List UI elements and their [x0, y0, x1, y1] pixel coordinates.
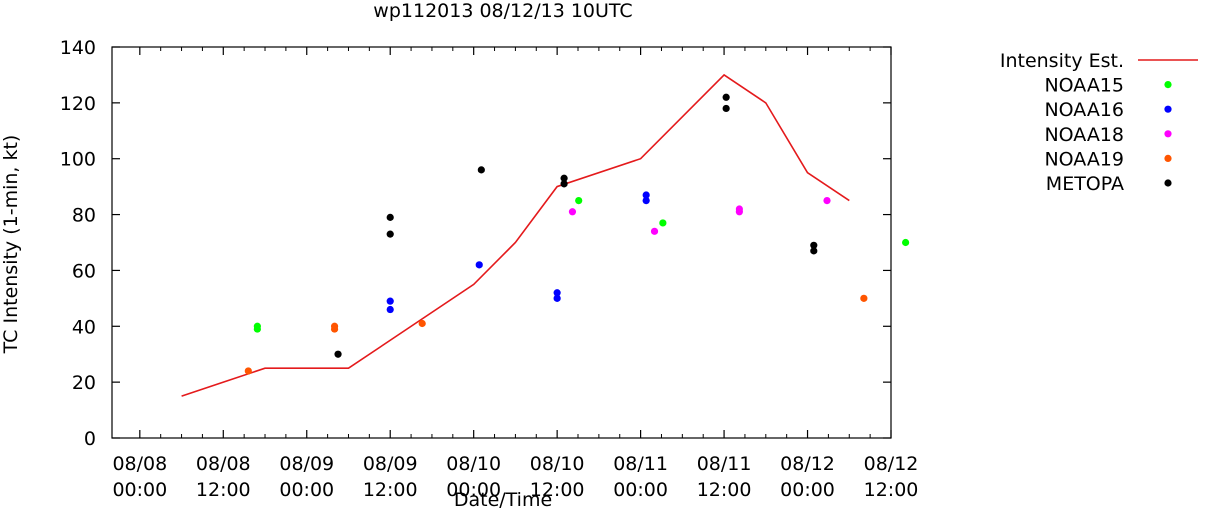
- metopa-point: [560, 174, 568, 182]
- y-axis: 0 20 40 60 80 100 120 140: [60, 37, 891, 450]
- legend-swatch-metopa: [1164, 179, 1172, 187]
- noaa19-point: [860, 294, 868, 302]
- intensity-estimate-line: [181, 73, 850, 397]
- x-tick-label-date: 08/09: [279, 453, 334, 475]
- noaa16-point: [642, 191, 650, 199]
- x-tick-label-time: 12:00: [697, 479, 752, 501]
- noaa16-point: [553, 289, 561, 297]
- x-tick-label-date: 08/08: [112, 453, 167, 475]
- y-tick-label: 120: [60, 93, 96, 115]
- legend-swatch-noaa19: [1164, 154, 1172, 162]
- noaa19-point: [244, 367, 252, 375]
- noaa16-point: [386, 305, 394, 314]
- x-tick-label-date: 08/09: [363, 453, 418, 475]
- x-tick-label-time: 12:00: [864, 479, 919, 501]
- noaa18-point: [650, 227, 659, 235]
- x-tick-label-time: 00:00: [780, 479, 835, 501]
- noaa16-point: [386, 297, 394, 305]
- legend-label-metopa: METOPA: [1046, 173, 1124, 195]
- noaa18-point: [735, 208, 743, 216]
- y-tick-label: 40: [72, 316, 96, 338]
- x-tick-label-time: 00:00: [279, 479, 334, 501]
- metopa-point: [477, 166, 485, 174]
- legend-label-intensity-est: Intensity Est.: [1000, 50, 1124, 72]
- legend-label-noaa15: NOAA15: [1044, 75, 1124, 97]
- metopa-point: [722, 104, 730, 113]
- x-tick-label-date: 08/10: [446, 453, 501, 475]
- x-tick-label-time: 12:00: [196, 479, 251, 501]
- metopa-point: [386, 230, 394, 238]
- noaa16-point: [475, 261, 483, 269]
- noaa16-point: [642, 197, 650, 205]
- x-tick-label-date: 08/08: [196, 453, 251, 475]
- x-tick-label-date: 08/12: [780, 453, 835, 475]
- x-tick-label-time: 00:00: [112, 479, 167, 501]
- noaa15-point: [902, 238, 910, 247]
- y-axis-label: TC Intensity (1-min, kt): [0, 135, 22, 355]
- x-axis: 08/08 00:00 08/08 12:00 08/09 00:00 08/09 12:00…: [112, 47, 918, 501]
- x-tick-label-time: 12:00: [363, 479, 418, 501]
- x-tick-label-date: 08/11: [697, 453, 752, 475]
- metopa-point: [722, 93, 730, 101]
- metopa-point: [810, 241, 818, 249]
- noaa19-point: [330, 325, 339, 333]
- noaa15-point: [659, 219, 667, 227]
- noaa18-point: [823, 197, 831, 205]
- x-tick-label-time: 00:00: [613, 479, 668, 501]
- intensity-line-layer: [181, 73, 850, 397]
- metopa-point: [386, 213, 394, 221]
- legend-label-noaa18: NOAA18: [1044, 124, 1124, 146]
- x-tick-label-date: 08/12: [864, 453, 919, 475]
- noaa18-point: [568, 208, 577, 216]
- y-tick-label: 0: [84, 428, 96, 450]
- y-tick-label: 140: [60, 37, 96, 59]
- y-tick-label: 80: [72, 205, 96, 227]
- y-tick-label: 20: [72, 372, 96, 394]
- legend-swatch-noaa15: [1164, 81, 1172, 89]
- legend-swatch-noaa16: [1164, 105, 1172, 113]
- legend-label-noaa16: NOAA16: [1044, 99, 1124, 121]
- plot-border: [111, 46, 892, 439]
- legend-swatch-noaa18: [1164, 130, 1172, 138]
- plot-frame: [111, 46, 892, 439]
- y-tick-label: 60: [72, 260, 96, 282]
- noaa16-point: [553, 294, 561, 302]
- metopa-point: [560, 180, 568, 188]
- x-tick-label-date: 08/10: [530, 453, 585, 475]
- noaa15-point: [575, 197, 583, 205]
- noaa15-point: [253, 325, 261, 333]
- metopa-point: [334, 350, 342, 358]
- scatter-points-layer: [244, 93, 910, 375]
- legend-label-noaa19: NOAA19: [1044, 148, 1124, 170]
- chart-title: wp112013 08/12/13 10UTC: [373, 0, 632, 22]
- y-tick-label: 100: [60, 149, 96, 171]
- metopa-point: [810, 247, 818, 255]
- noaa19-point: [418, 319, 426, 328]
- x-tick-label-date: 08/11: [613, 453, 668, 475]
- x-tick-label-time: 12:00: [530, 479, 585, 501]
- x-tick-label-time: 00:00: [446, 479, 501, 501]
- x-axis-label: Date/Time: [454, 489, 552, 509]
